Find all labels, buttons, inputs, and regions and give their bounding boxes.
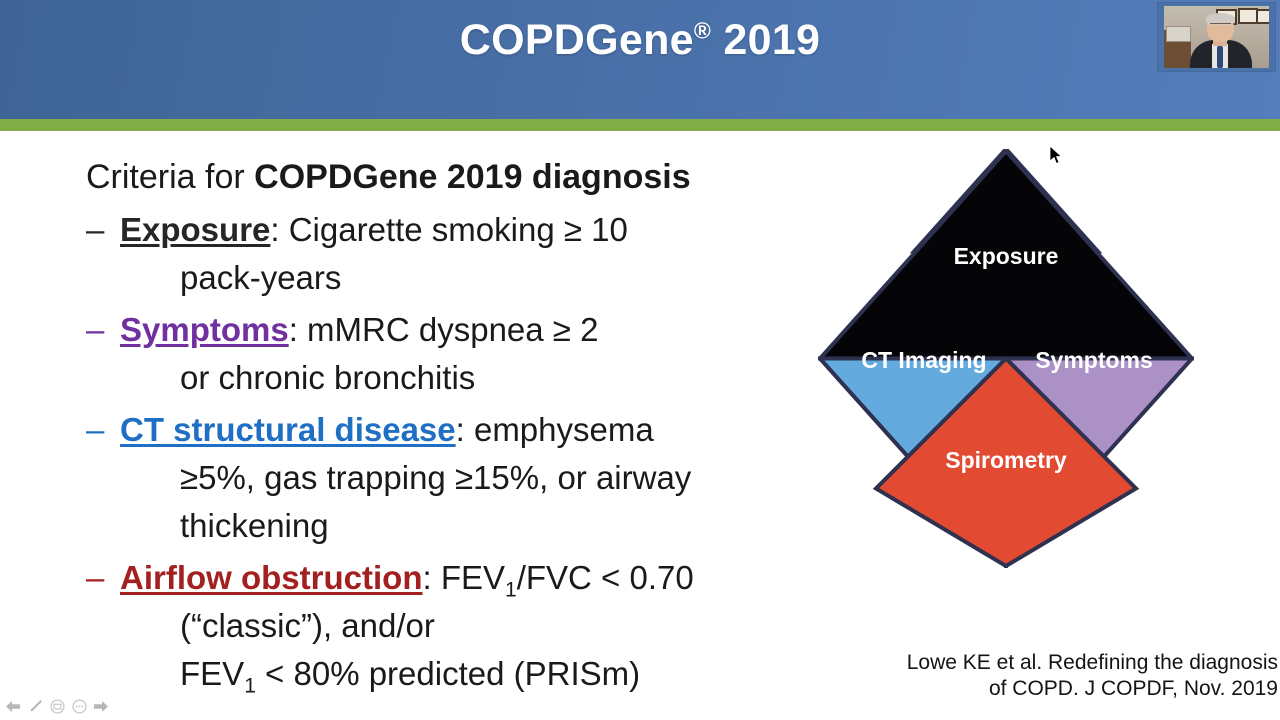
mouse-cursor-icon [1049, 145, 1063, 165]
copd-diamond-diagram: Exposure CT Imaging Symptoms Spirometry [818, 149, 1194, 568]
printer-shape [1166, 26, 1191, 42]
criteria-heading: Criteria for COPDGene 2019 diagnosis [86, 156, 786, 198]
bullet-airflow-rest-pre: : FEV [422, 559, 506, 596]
bullet-keyword-exposure: Exposure [120, 211, 271, 248]
bullet-symptoms: – Symptoms: mMRC dyspnea ≥ 2 or chronic … [86, 306, 786, 402]
citation-line-1: Lowe KE et al. Redefining the diagnosis [906, 651, 1278, 674]
presenter-tie [1217, 46, 1223, 68]
bullet-dash: – [86, 311, 105, 348]
slide-title-year: 2019 [711, 16, 821, 64]
bullet-keyword-ct: CT structural disease [120, 411, 456, 448]
slide-header-banner: COPDGene® 2019 [0, 0, 1280, 119]
bullet-keyword-airflow: Airflow obstruction [120, 559, 423, 596]
bullet-airflow-rest-post: /FVC < 0.70 [516, 559, 694, 596]
presenter-hair [1206, 13, 1235, 25]
left-arrow-icon [5, 700, 20, 712]
bullet-airflow-subscript: 1 [505, 578, 517, 602]
bullet-symptoms-rest: : mMRC dyspnea ≥ 2 [288, 311, 599, 348]
bullet-airflow-continuation: (“classic”), and/or [180, 607, 435, 644]
slide-title-main: COPDGene [459, 16, 694, 64]
bullet-ct-continuation: thickening [180, 507, 329, 544]
next-slide-button[interactable] [92, 697, 110, 715]
citation-text: Lowe KE et al. Redefining the diagnosis … [830, 650, 1278, 702]
pen-icon [30, 699, 42, 711]
bullet-exposure-continuation: pack-years [180, 259, 342, 296]
presenter-video-frame [1164, 6, 1269, 68]
slide-title: COPDGene® 2019 [0, 14, 1280, 66]
pen-tool-button[interactable] [26, 697, 44, 715]
right-arrow-icon [93, 700, 108, 712]
bullet-keyword-symptoms: Symptoms [120, 311, 289, 348]
bullet-airflow-text: Airflow obstruction: FEV1/FVC < 0.70 [120, 554, 786, 602]
presenter-video-thumbnail[interactable] [1157, 2, 1276, 72]
bullet-airflow-cont-post: < 80% predicted (PRISm) [255, 655, 641, 692]
diamond-quadrant-spirometry [872, 355, 1140, 568]
bullet-ct-text: CT structural disease: emphysema [120, 406, 786, 454]
bullet-ct-continuation: ≥5%, gas trapping ≥15%, or airway [180, 459, 692, 496]
bullet-exposure-rest: : Cigarette smoking ≥ 10 [270, 211, 628, 248]
criteria-heading-strong: COPDGene 2019 diagnosis [254, 158, 691, 196]
bullet-dash: – [86, 411, 105, 448]
glasses-icon [1210, 23, 1231, 29]
bullet-airflow-cont-subscript: 1 [244, 674, 256, 698]
wall-frame-icon [1256, 9, 1269, 24]
more-options-button[interactable] [70, 697, 88, 715]
citation-line-2: of COPD. J COPDF, Nov. 2019 [988, 677, 1278, 700]
bullet-symptoms-text: Symptoms: mMRC dyspnea ≥ 2 [120, 306, 786, 354]
ellipsis-icon [71, 698, 87, 714]
bullet-airflow-continuation: FEV1 < 80% predicted (PRISm) [120, 650, 786, 698]
registered-trademark-icon: ® [693, 17, 712, 44]
bullet-ct-structural-disease: – CT structural disease: emphysema ≥5%, … [86, 406, 786, 550]
previous-slide-button[interactable] [4, 697, 22, 715]
bullet-airflow-cont-pre: FEV [180, 655, 245, 692]
presentation-toolbar[interactable] [4, 696, 110, 716]
diamond-shape [818, 149, 1194, 568]
bullet-dash: – [86, 559, 105, 596]
slide-body: Criteria for COPDGene 2019 diagnosis – E… [86, 156, 786, 702]
slide-menu-button[interactable] [48, 697, 66, 715]
slides-icon [49, 698, 65, 714]
header-accent-bar [0, 119, 1280, 131]
bullet-exposure: – Exposure: Cigarette smoking ≥ 10 pack-… [86, 206, 786, 302]
bullet-ct-rest: : emphysema [455, 411, 654, 448]
criteria-heading-prefix: Criteria for [86, 158, 255, 196]
bullet-exposure-text: Exposure: Cigarette smoking ≥ 10 [120, 206, 786, 254]
bullet-airflow-obstruction: – Airflow obstruction: FEV1/FVC < 0.70 (… [86, 554, 786, 698]
bullet-dash: – [86, 211, 105, 248]
bullet-symptoms-continuation: or chronic bronchitis [180, 359, 476, 396]
wall-frame-icon [1238, 8, 1258, 24]
